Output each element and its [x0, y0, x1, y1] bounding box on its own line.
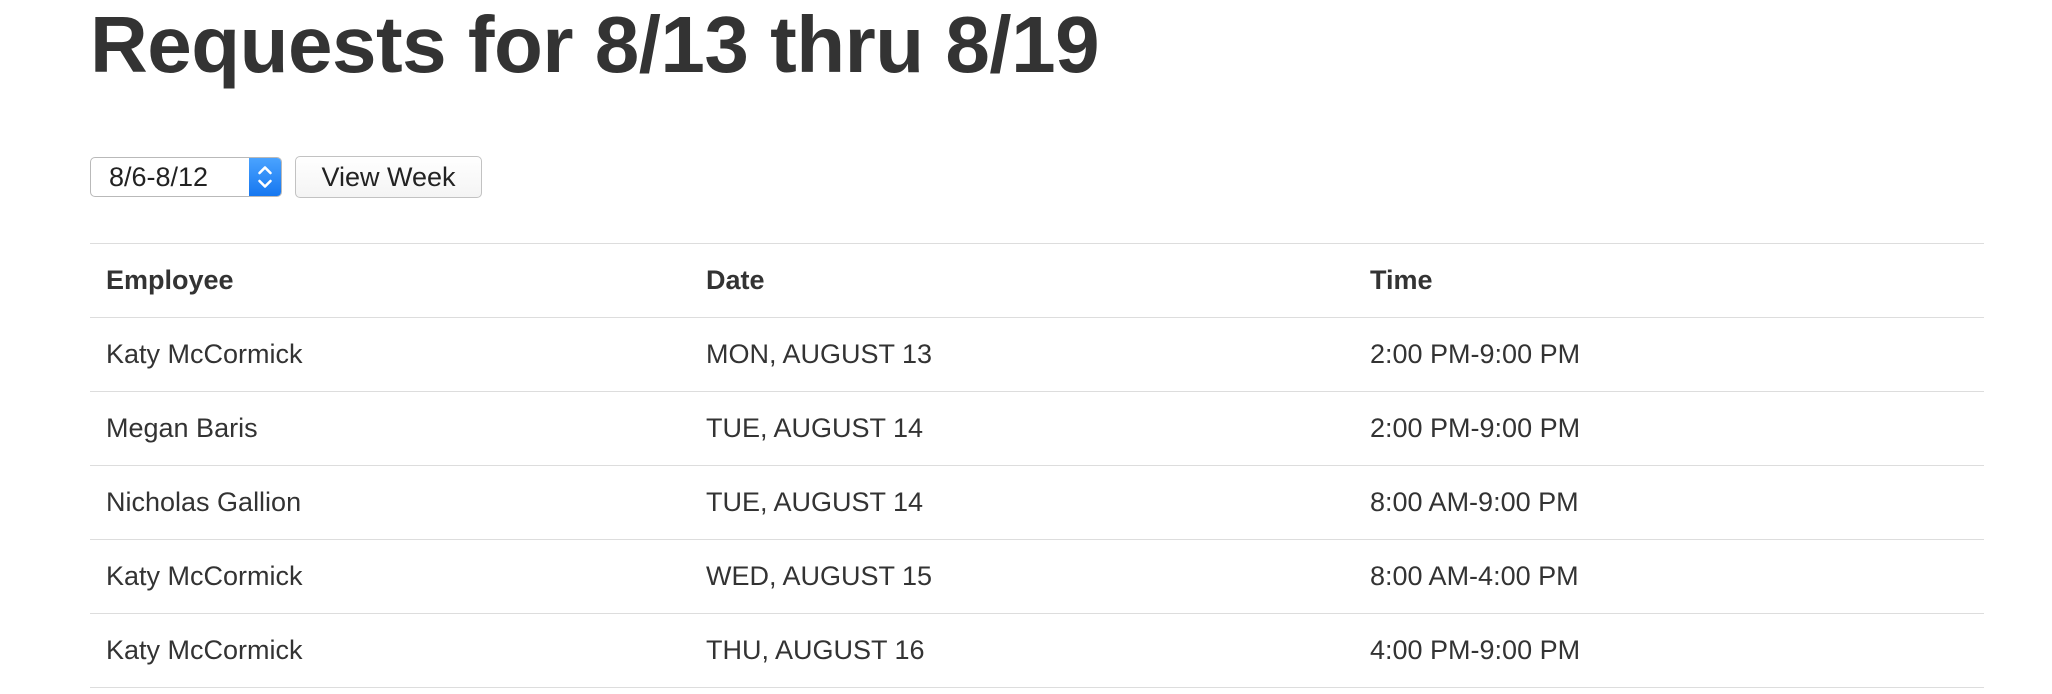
- chevron-up-down-icon[interactable]: [249, 158, 281, 196]
- column-header-time: Time: [1354, 243, 1984, 318]
- column-header-date: Date: [690, 243, 1354, 318]
- cell-time: 4:00 PM-9:00 PM: [1354, 613, 1984, 688]
- table-row: Nicholas Gallion TUE, AUGUST 14 8:00 AM-…: [90, 465, 1984, 540]
- cell-employee: Katy McCormick: [90, 317, 690, 392]
- table-row: Katy McCormick MON, AUGUST 13 2:00 PM-9:…: [90, 317, 1984, 392]
- cell-date: THU, AUGUST 16: [690, 613, 1354, 688]
- table-row: Megan Baris TUE, AUGUST 14 2:00 PM-9:00 …: [90, 391, 1984, 466]
- cell-date: TUE, AUGUST 14: [690, 391, 1354, 466]
- table-row: Katy McCormick WED, AUGUST 15 8:00 AM-4:…: [90, 539, 1984, 614]
- week-select-value: 8/6-8/12: [109, 162, 209, 192]
- view-week-button[interactable]: View Week: [295, 156, 482, 198]
- column-header-employee: Employee: [90, 243, 690, 318]
- table-header-row: Employee Date Time: [90, 243, 1984, 318]
- cell-employee: Katy McCormick: [90, 613, 690, 688]
- cell-time: 2:00 PM-9:00 PM: [1354, 317, 1984, 392]
- week-controls: 8/6-8/12 View Week: [90, 156, 482, 198]
- cell-employee: Katy McCormick: [90, 539, 690, 614]
- cell-time: 8:00 AM-9:00 PM: [1354, 465, 1984, 540]
- week-select[interactable]: 8/6-8/12: [90, 157, 282, 197]
- page-title: Requests for 8/13 thru 8/19: [90, 0, 1100, 89]
- requests-table: Employee Date Time Katy McCormick MON, A…: [90, 243, 1984, 688]
- cell-date: WED, AUGUST 15: [690, 539, 1354, 614]
- cell-employee: Nicholas Gallion: [90, 465, 690, 540]
- table-row: Katy McCormick THU, AUGUST 16 4:00 PM-9:…: [90, 613, 1984, 688]
- cell-employee: Megan Baris: [90, 391, 690, 466]
- cell-time: 8:00 AM-4:00 PM: [1354, 539, 1984, 614]
- cell-date: TUE, AUGUST 14: [690, 465, 1354, 540]
- cell-time: 2:00 PM-9:00 PM: [1354, 391, 1984, 466]
- cell-date: MON, AUGUST 13: [690, 317, 1354, 392]
